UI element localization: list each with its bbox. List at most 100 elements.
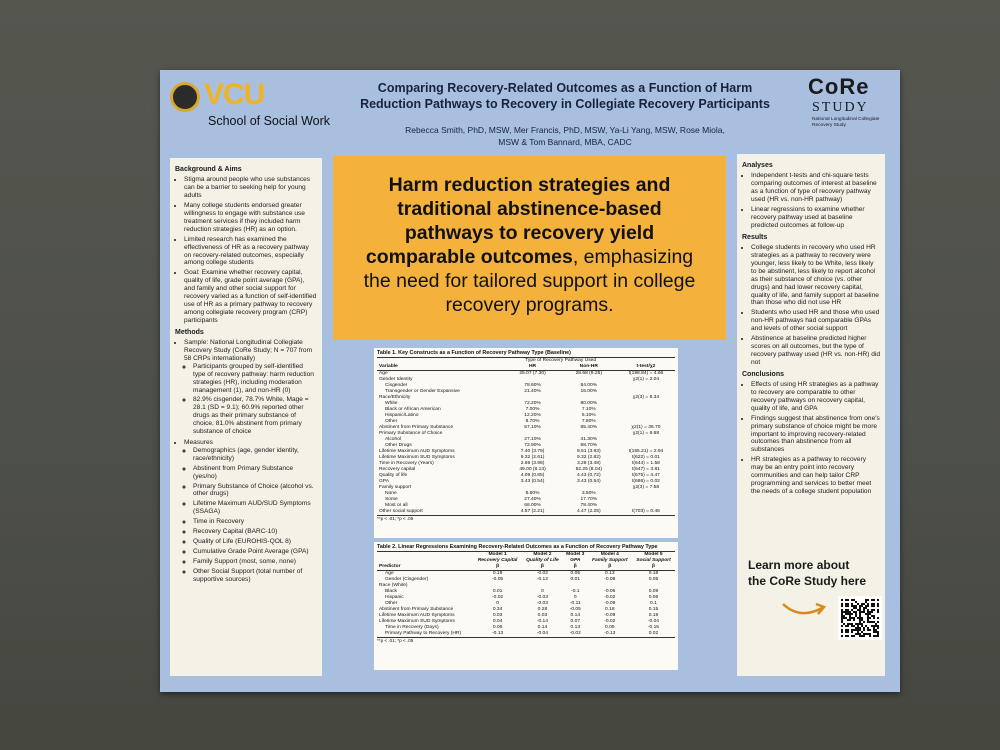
- bullet: College students in recovery who used HR…: [751, 244, 880, 307]
- table-cell: 80.00%: [580, 400, 598, 406]
- bullet: Limited research has examined the effect…: [184, 236, 317, 268]
- table-cell: 2.69 (3.98): [520, 460, 545, 466]
- qr-module: [851, 613, 853, 615]
- bullet-list: College students in recovery who used HR…: [742, 244, 880, 367]
- table-cell: t(647) = 3.81: [632, 466, 660, 472]
- qr-module: [859, 607, 861, 609]
- qr-module: [867, 617, 869, 619]
- table-cell: t(703) = 0.46: [632, 508, 660, 514]
- qr-module: [855, 611, 857, 613]
- table-cell: 0.07: [570, 618, 581, 624]
- table-cell: 0.28: [537, 606, 548, 612]
- qr-module: [847, 619, 849, 621]
- qr-module: [867, 611, 869, 613]
- qr-module: [877, 605, 879, 607]
- qr-module: [841, 621, 843, 623]
- qr-module: [841, 615, 843, 617]
- table-cell: Cisgender: [385, 382, 408, 388]
- table-row: Lifetime Maximum AUD Symptoms 0.03 0.03 0.1…: [377, 613, 675, 619]
- qr-module: [847, 631, 849, 633]
- qr-module: [861, 635, 863, 637]
- table-cell: Most or all: [385, 502, 408, 508]
- qr-module: [841, 613, 843, 615]
- table-cell: Hispanic: [385, 594, 404, 600]
- qr-module: [859, 623, 861, 625]
- qr-module: [863, 603, 865, 605]
- qr-module: [865, 633, 867, 635]
- qr-module: [865, 599, 867, 601]
- qr-module: [869, 635, 871, 637]
- qr-module: [871, 603, 873, 605]
- header-cell: β: [562, 563, 588, 571]
- table-cell: -0.04: [536, 630, 548, 636]
- qr-module: [849, 619, 851, 621]
- table-cell: Race/Ethnicity: [379, 394, 411, 400]
- table-row: Lifetime Maximum SUD Symptoms 0.04 -0.14 0.…: [377, 619, 675, 625]
- sub-bullet: Participants grouped by self-identified …: [193, 363, 317, 395]
- qr-module: [855, 633, 857, 635]
- bullet-text: Measures: [184, 438, 213, 446]
- bullet: Findings suggest that abstinence from on…: [751, 415, 880, 455]
- table-cell: -0.02: [536, 570, 548, 576]
- table-row: Quality of life 4.09 (0.85) 4.43 (0.72) t(6…: [377, 473, 675, 479]
- table-cell: 7.80%: [581, 418, 596, 424]
- qr-module: [849, 613, 851, 615]
- study-logo: CoRe: [808, 74, 870, 99]
- qr-module: [875, 635, 877, 637]
- table-row: Hispanic/Latino 12.20% 5.10%: [377, 413, 675, 419]
- table-cell: -0.05: [492, 576, 504, 582]
- qr-module: [843, 615, 845, 617]
- qr-module: [859, 629, 861, 631]
- table-cell: 0.14: [570, 612, 581, 618]
- left-column: Background & Aims Stigma around people wh…: [170, 158, 322, 676]
- qr-module: [877, 621, 879, 623]
- qr-module: [857, 623, 859, 625]
- qr-module: [849, 623, 851, 625]
- qr-module: [841, 611, 843, 613]
- table-cell: 4.43 (0.72): [576, 472, 601, 478]
- section-heading: Analyses: [742, 162, 773, 169]
- qr-module: [873, 631, 875, 633]
- table-cell: 5.60%: [525, 490, 540, 496]
- table-cell: 0.05: [648, 576, 659, 582]
- table-row: Black 0.01 0 -0.1 -0.06 0.09: [377, 589, 675, 595]
- qr-module: [869, 611, 871, 613]
- table-cell: Recovery capital: [379, 466, 416, 472]
- model-name: Model 5: [644, 552, 663, 557]
- section-heading: Results: [742, 233, 768, 241]
- table-cell: 0.06: [492, 624, 503, 630]
- qr-module: [853, 599, 855, 601]
- table-1: Table 1. Key Constructs as a Function of…: [374, 348, 678, 538]
- table-cell: -0.09: [604, 600, 616, 606]
- model-name: Model 1: [488, 552, 507, 557]
- qr-module: [859, 611, 861, 613]
- qr-module: [853, 611, 855, 613]
- sub-bullet: Recovery Capital (BARC-10): [193, 528, 317, 536]
- qr-module: [873, 617, 875, 619]
- qr-module: [859, 605, 861, 607]
- bullet: Sample: National Longitudinal Collegiate…: [184, 339, 317, 436]
- qr-module: [875, 625, 877, 627]
- qr-module: [847, 609, 849, 611]
- table-cell: 66.00%: [524, 502, 541, 508]
- qr-module: [867, 621, 869, 623]
- banner-rest: , emphasizing the need for tailored supp…: [363, 245, 696, 316]
- qr-module: [867, 629, 869, 631]
- table-cell: 0.01: [492, 588, 503, 594]
- table-row: Other 8.70% 7.80%: [377, 419, 675, 425]
- table-row: Age 25.07 (7.30) 28.68 (9.25) t(198.84) = 4…: [377, 370, 675, 376]
- qr-module: [851, 605, 853, 607]
- table-cell: Gender (Cisgender): [385, 576, 429, 582]
- table-cell: 3.43 (0.54): [576, 478, 601, 484]
- qr-module: [855, 607, 857, 609]
- key-finding-banner: Harm reduction strategies and traditiona…: [333, 156, 726, 340]
- qr-module: [875, 629, 877, 631]
- section-heading: Conclusions: [742, 370, 785, 378]
- qr-module: [845, 603, 847, 605]
- table-caption: Table 1. Key Constructs as a Function of…: [377, 350, 675, 358]
- table-cell: 7.40 (3.79): [520, 448, 545, 454]
- qr-module: [845, 629, 847, 631]
- sub-list: Participants grouped by self-identified …: [184, 363, 317, 436]
- table-cell: 0.18: [605, 606, 615, 612]
- qr-module: [851, 623, 853, 625]
